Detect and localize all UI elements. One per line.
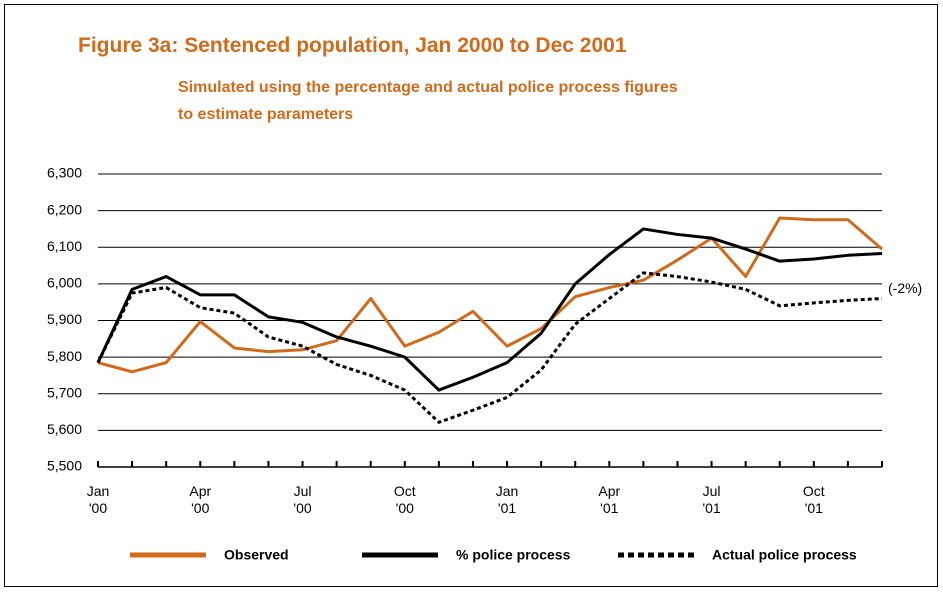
x-tick-label: Apr '00 (189, 483, 211, 516)
chart-frame (4, 4, 938, 587)
legend-label: Actual police process (712, 547, 857, 563)
y-tick-label: 6,000 (47, 275, 82, 291)
series-line (96, 227, 883, 392)
series-line (97, 216, 883, 374)
y-tick-label: 5,500 (47, 458, 82, 474)
x-tick-label: Jul '01 (702, 483, 720, 516)
legend-label: Observed (224, 547, 289, 563)
x-tick-label: Oct '01 (803, 483, 825, 516)
chart-title: Figure 3a: Sentenced population, Jan 200… (78, 34, 627, 57)
x-tick-label: Jul '00 (293, 483, 311, 516)
y-tick-label: 6,200 (47, 201, 82, 217)
y-tick-label: 5,900 (47, 311, 82, 327)
legend-label: % police process (456, 547, 571, 563)
chart-subtitle: Simulated using the percentage and actua… (178, 79, 678, 96)
y-tick-label: 5,800 (47, 348, 82, 364)
y-tick-label: 5,600 (47, 421, 82, 437)
x-tick-label: Jan '00 (87, 483, 110, 516)
y-tick-label: 5,700 (47, 384, 82, 400)
y-tick-label: 6,300 (47, 165, 82, 181)
x-tick-label: Oct '00 (394, 483, 416, 516)
chart-subtitle: to estimate parameters (178, 106, 353, 123)
annotation: (-2%) (888, 280, 922, 296)
y-tick-label: 6,100 (47, 238, 82, 254)
x-tick-label: Apr '01 (598, 483, 620, 516)
x-tick-label: Jan '01 (496, 483, 519, 516)
